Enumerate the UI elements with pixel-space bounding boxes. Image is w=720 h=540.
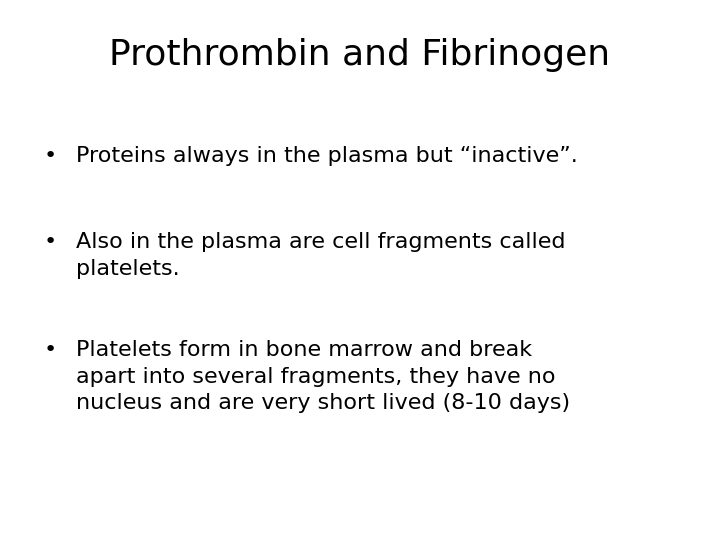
Text: •: • — [44, 340, 57, 360]
Text: Proteins always in the plasma but “inactive”.: Proteins always in the plasma but “inact… — [76, 146, 577, 166]
Text: •: • — [44, 146, 57, 166]
Text: Platelets form in bone marrow and break
apart into several fragments, they have : Platelets form in bone marrow and break … — [76, 340, 570, 413]
Text: •: • — [44, 232, 57, 252]
Text: Prothrombin and Fibrinogen: Prothrombin and Fibrinogen — [109, 38, 611, 72]
Text: Also in the plasma are cell fragments called
platelets.: Also in the plasma are cell fragments ca… — [76, 232, 565, 279]
